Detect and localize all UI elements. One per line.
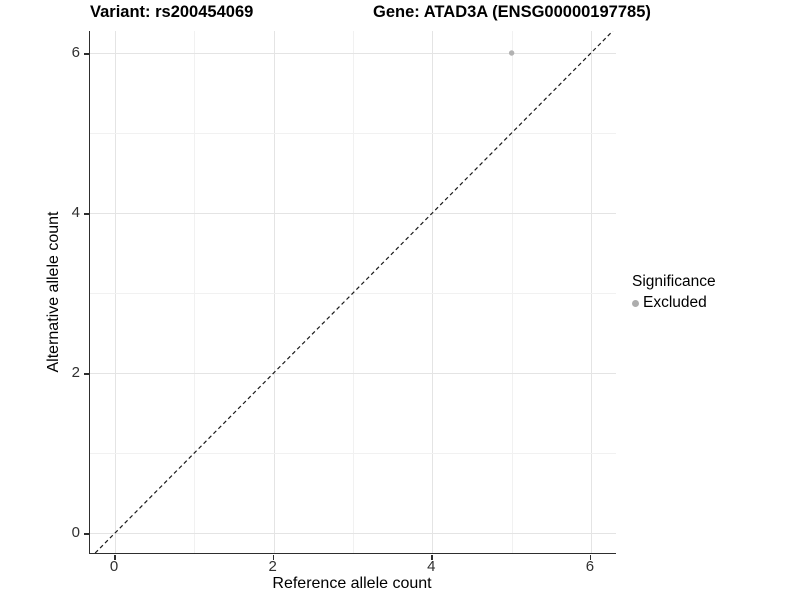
gridline-major-vertical [432,31,434,553]
y-axis-title: Alternative allele count [45,211,62,373]
y-axis-tick-label: 0 [71,523,80,541]
plot-panel [89,31,616,554]
legend-item-excluded: Excluded [632,294,716,312]
y-axis-tick [84,373,89,375]
legend-title: Significance [632,273,716,290]
x-axis-tick-label: 2 [268,558,277,575]
gridline-major-vertical [115,31,116,553]
legend: Significance Excluded [632,273,716,312]
y-axis-tick [84,533,89,535]
y-axis-tick [84,53,89,55]
gridline-minor-horizontal [90,133,616,134]
variant-title: Variant: rs200454069 [90,3,254,21]
gridline-major-horizontal [90,53,616,54]
y-axis-tick [84,213,89,215]
y-axis-tick-label: 2 [71,363,80,381]
x-axis-title: Reference allele count [272,575,432,592]
x-axis-tick-label: 4 [427,558,436,575]
gridline-major-horizontal [90,533,616,534]
x-axis-tick [431,554,433,560]
y-axis-tick-label: 4 [71,203,80,221]
gridline-major-horizontal [90,373,616,374]
legend-point-icon [632,299,639,307]
gridline-major-vertical [273,31,275,553]
gene-title: Gene: ATAD3A (ENSG00000197785) [373,3,651,21]
y-axis-tick-label: 6 [71,43,80,61]
x-axis-tick-label: 0 [109,558,119,575]
gridline-major-horizontal [90,213,616,214]
x-axis-tick-label: 6 [585,558,595,575]
plot-area-svg [94,31,614,553]
gridline-minor-horizontal [90,453,616,454]
gridline-major-vertical [590,31,592,553]
legend-item-label: Excluded [643,294,707,311]
x-axis-tick [589,554,592,560]
gridline-minor-vertical [511,31,513,553]
x-axis-tick [114,554,116,560]
identity-reference-line [94,31,614,553]
data-point [508,50,515,56]
x-axis-tick [272,554,275,560]
gridline-minor-vertical [194,31,196,553]
